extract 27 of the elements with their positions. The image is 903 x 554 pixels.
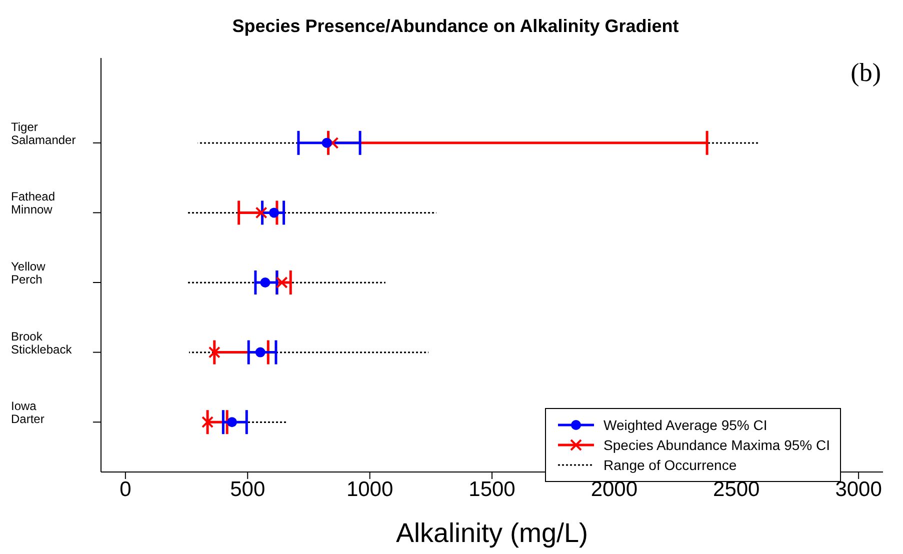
legend-label: Species Abundance Maxima 95% CI <box>604 437 830 453</box>
point <box>260 278 270 288</box>
point <box>202 416 214 428</box>
x-tick-label: 3000 <box>835 478 882 501</box>
legend-label: Weighted Average 95% CI <box>604 417 768 433</box>
x-tick-label: 500 <box>230 478 266 501</box>
x-tick-label: 2000 <box>590 478 638 501</box>
y-tick-label: Fathead Minnow <box>11 190 56 217</box>
point <box>255 347 266 358</box>
x-tick-label: 1000 <box>346 478 394 501</box>
x-tick-label: 2500 <box>713 478 760 501</box>
point <box>322 138 332 148</box>
x-tick-label: 0 <box>120 478 132 501</box>
y-tick-label: Yellow Perch <box>11 260 46 286</box>
annotation: (b) <box>850 58 881 88</box>
y-tick-label: Brook Stickleback <box>11 329 73 356</box>
point <box>276 276 288 288</box>
chart-title: Species Presence/Abundance on Alkalinity Gradient <box>231 16 680 37</box>
point <box>226 417 237 428</box>
y-tick-label: Tiger Salamander <box>11 120 76 147</box>
y-tick-label: Iowa Darter <box>11 399 44 426</box>
point <box>269 208 280 218</box>
x-tick-label: 1500 <box>468 478 516 501</box>
point <box>255 206 268 219</box>
point <box>208 346 220 358</box>
legend-label: Range of Occurrence <box>604 457 737 473</box>
x-axis-title: Alkalinity (mg/L) <box>396 518 588 548</box>
